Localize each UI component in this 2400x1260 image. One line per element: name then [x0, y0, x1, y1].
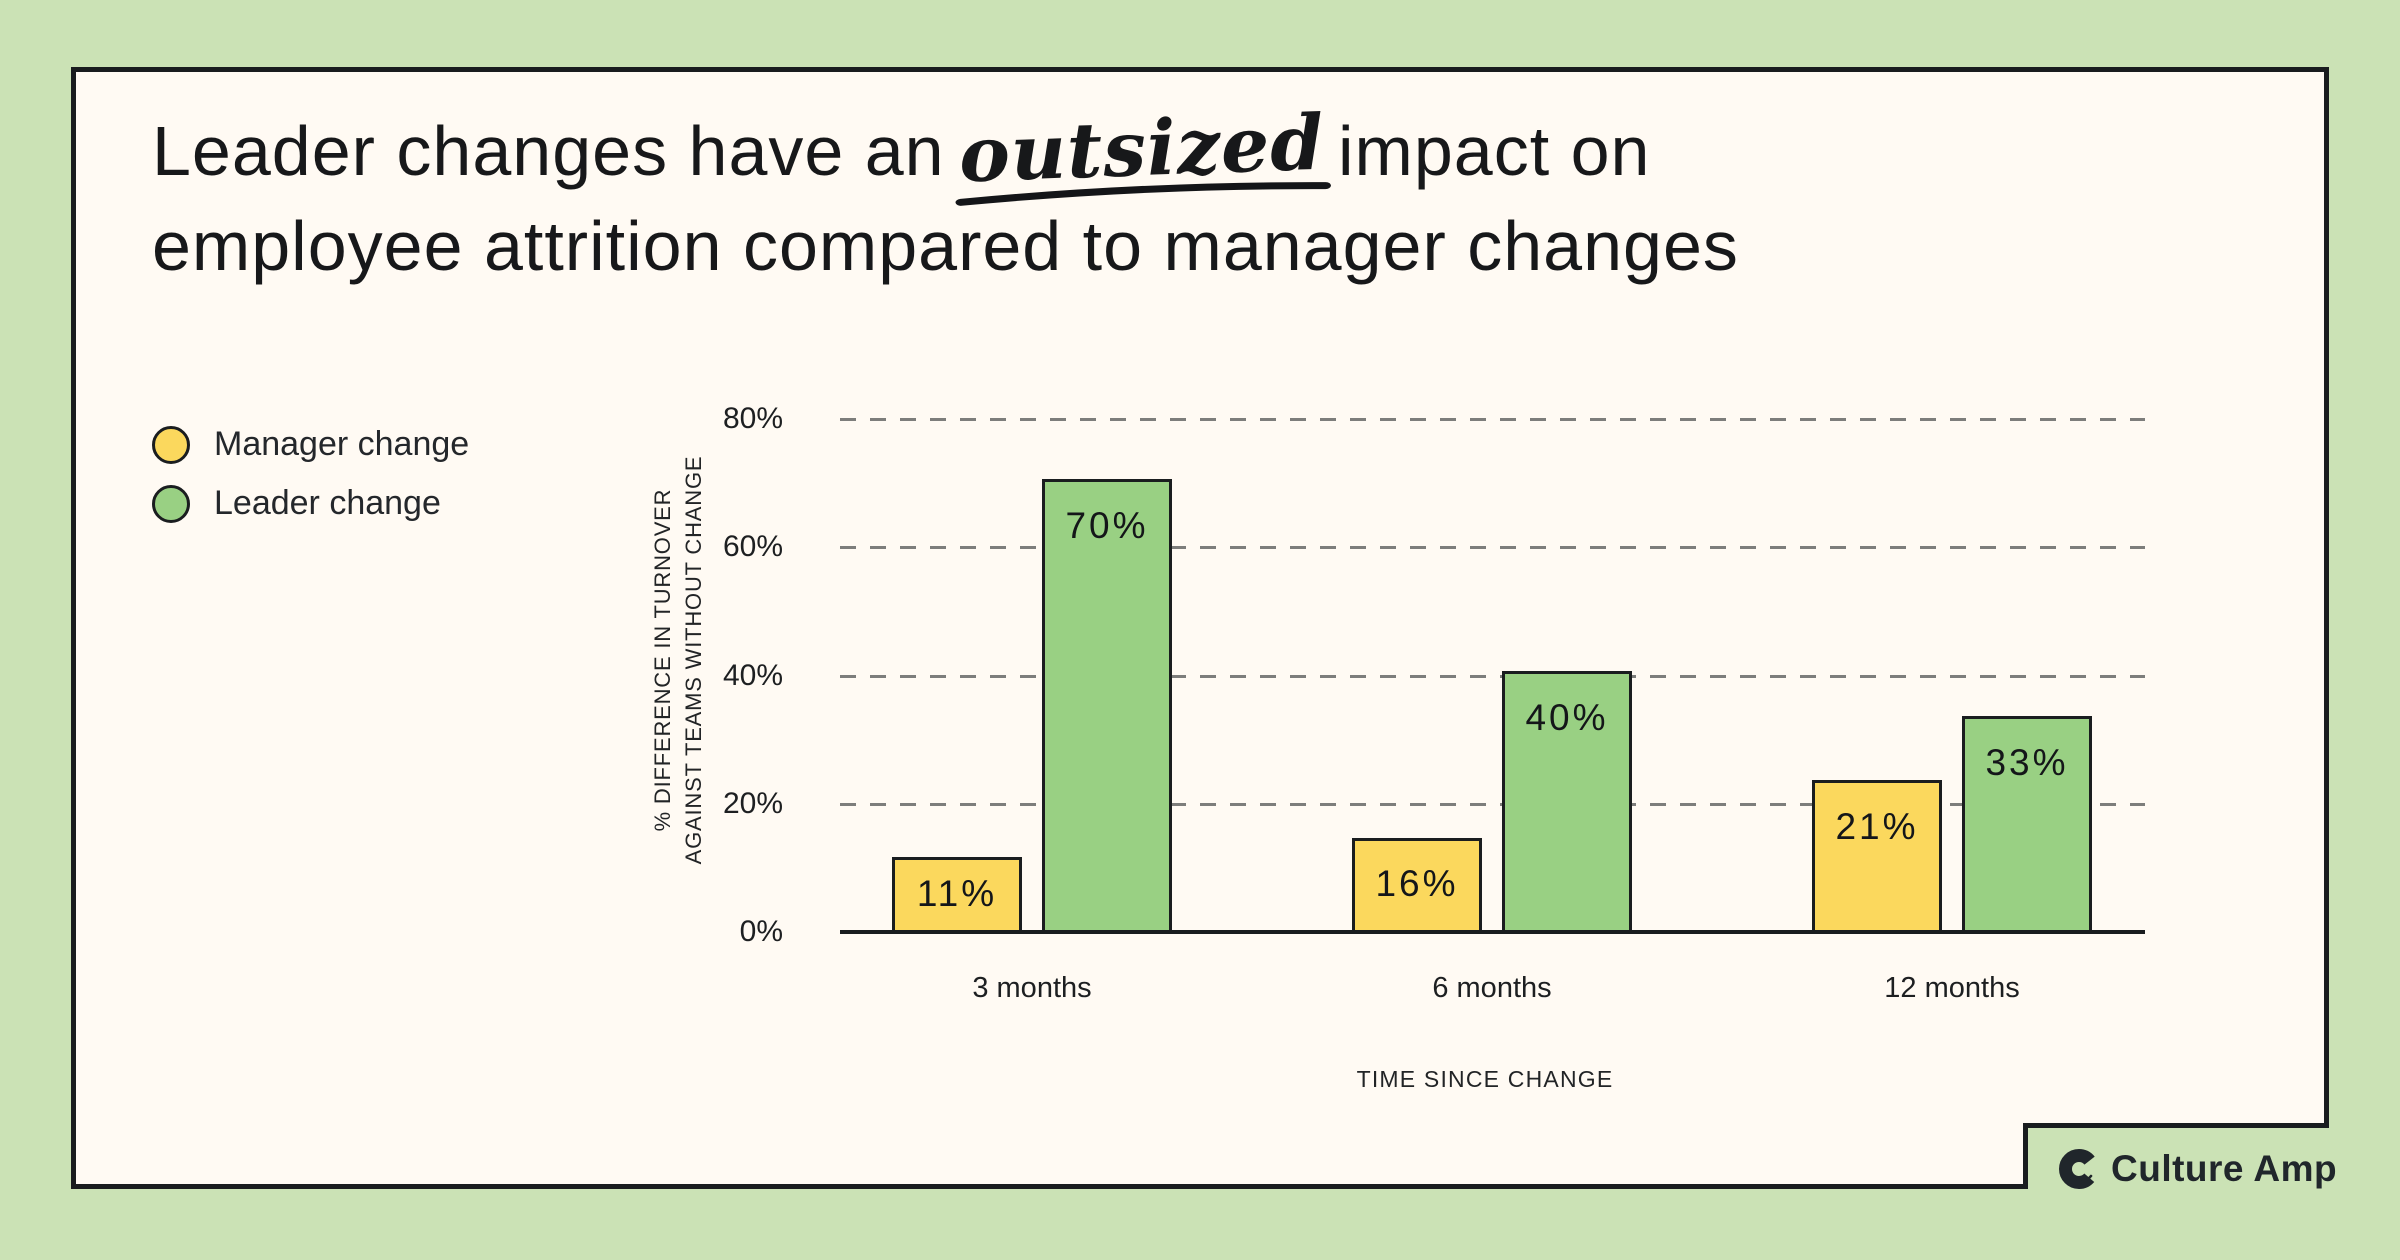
- bar: [1042, 479, 1172, 934]
- x-tick-label: 3 months: [972, 972, 1092, 1004]
- leader-swatch-icon: [152, 484, 190, 523]
- bar-value-label: 16%: [1375, 863, 1459, 904]
- bar: [1502, 671, 1632, 934]
- bar: [892, 857, 1022, 934]
- x-axis-line: [840, 930, 2145, 934]
- legend-label: Manager change: [214, 425, 470, 463]
- notch-border-left: [2023, 1123, 2028, 1189]
- x-tick-label: 12 months: [1884, 972, 2020, 1004]
- bar-value-label: 33%: [1985, 742, 2069, 783]
- legend-label: Leader change: [214, 484, 441, 522]
- bar-value-label: 11%: [916, 872, 998, 914]
- y-tick-label: 40%: [722, 658, 783, 692]
- manager-swatch-icon: [152, 425, 190, 464]
- grid-line: [840, 802, 2145, 806]
- bar: [1962, 716, 2092, 934]
- grid-line: [840, 418, 2145, 421]
- bar-value-label: 70%: [1065, 505, 1149, 546]
- title-line1-prefix: Leader changes have an: [152, 112, 945, 190]
- x-tick-label: 6 months: [1432, 972, 1552, 1004]
- y-tick-label: 20%: [722, 786, 783, 820]
- x-axis-title: TIME SINCE CHANGE: [1356, 1066, 1614, 1092]
- notch-border-top: [2023, 1123, 2329, 1128]
- grid-line: [840, 546, 2145, 550]
- bar-value-label: 40%: [1525, 697, 1609, 738]
- bar-value-label: 21%: [1835, 806, 1919, 847]
- page-title: Leader changes have an outsized impact on …: [152, 98, 2152, 294]
- bar: [1812, 780, 1942, 934]
- title-line1-suffix: impact on: [1338, 112, 1651, 190]
- culture-amp-mark-icon: [2059, 1149, 2099, 1189]
- y-tick-label: 60%: [722, 530, 783, 564]
- grid-line: [840, 674, 2145, 678]
- y-tick-label: 80%: [722, 402, 783, 435]
- y-tick-label: 0%: [739, 915, 783, 948]
- title-highlight-word: outsized: [955, 98, 1331, 206]
- legend-item-leader: Leader change: [152, 484, 469, 523]
- handdrawn-underline: [955, 182, 1331, 206]
- card-corner-notch: [2023, 1123, 2400, 1260]
- culture-amp-logo: Culture Amp: [2058, 1146, 2337, 1192]
- logo-text: Culture Amp: [2111, 1148, 2338, 1189]
- chart-legend: Manager change Leader change: [152, 425, 469, 543]
- legend-item-manager: Manager change: [152, 425, 469, 464]
- chart-card: [71, 67, 2329, 1189]
- title-line2: employee attrition compared to manager c…: [152, 207, 1739, 285]
